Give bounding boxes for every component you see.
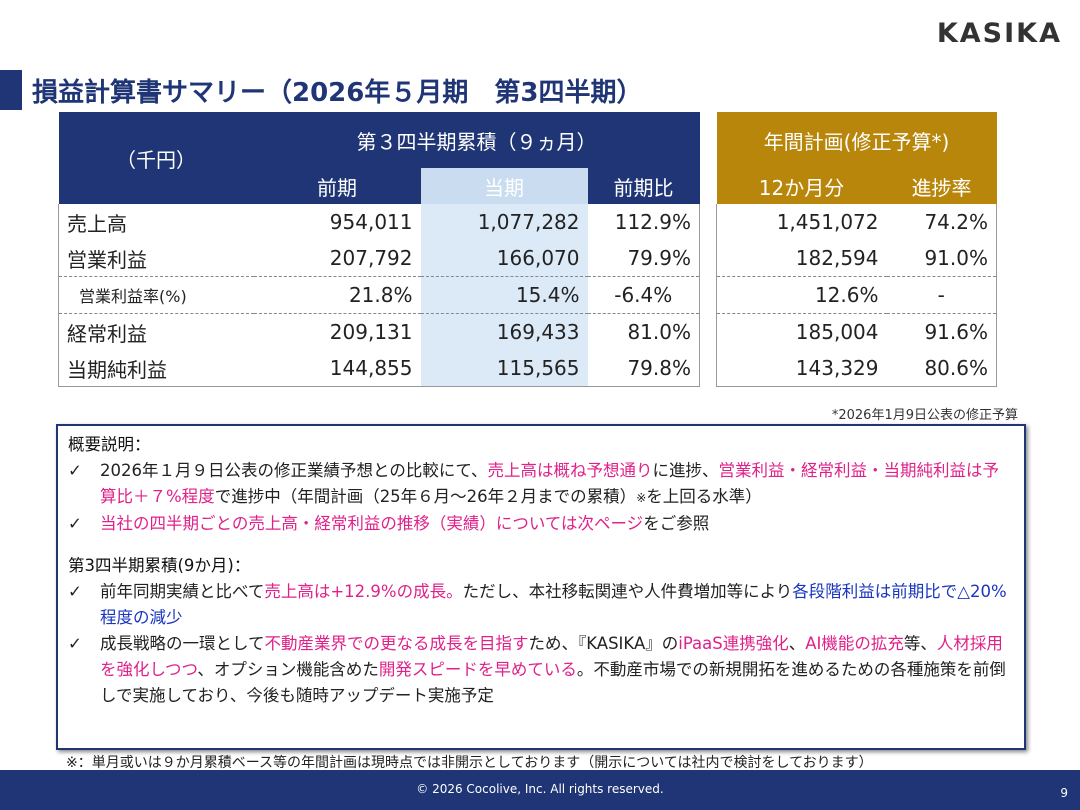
page-number: 9: [1060, 786, 1068, 800]
progress-value: 80.6%: [887, 350, 997, 387]
prev-value: 209,131: [254, 314, 421, 351]
curr-value: 169,433: [421, 314, 588, 351]
summary-bullet: ✓ 当社の四半期ごとの売上高・経常利益の推移（実績）については次ページをご参照: [58, 511, 1024, 537]
summary-bullet: ✓ 成長戦略の一環として不動産業界での更なる成長を目指すため、『KASIKA』の…: [58, 631, 1024, 709]
summary-heading: 概要説明：: [58, 432, 1024, 458]
group-plan-header: 年間計画(修正予算*): [717, 112, 997, 168]
summary-heading-cumulative: 第3四半期累積(9か月)：: [58, 553, 1024, 579]
copyright: © 2026 Cocolive, Inc. All rights reserve…: [0, 782, 1080, 796]
progress-value: 74.2%: [887, 204, 997, 240]
curr-value: 166,070: [421, 240, 588, 277]
revision-note: *2026年1月9日公表の修正予算: [832, 404, 1018, 423]
company-logo: KASIKA: [937, 18, 1062, 49]
progress-value: 91.0%: [887, 240, 997, 277]
ratio-value: -6.4%: [588, 277, 700, 314]
summary-bullet: ✓ 前年同期実績と比べて売上高は+12.9%の成長。ただし、本社移転関連や人件費…: [58, 579, 1024, 631]
curr-value: 115,565: [421, 350, 588, 387]
row-label: 営業利益: [59, 240, 254, 277]
row-label: 営業利益率(%): [59, 277, 254, 314]
summary-box: 概要説明： ✓ 2026年１月９日公表の修正業績予想との比較にて、売上高は概ね予…: [56, 424, 1026, 750]
footer: © 2026 Cocolive, Inc. All rights reserve…: [0, 770, 1080, 810]
ratio-value: 112.9%: [588, 204, 700, 240]
footnote: ※：単月或いは９か月累積ベース等の年間計画は現時点では非開示としております（開示…: [66, 752, 873, 772]
plan-value: 185,004: [717, 314, 887, 351]
title-accent-bar: [0, 70, 22, 110]
check-icon: ✓: [68, 579, 82, 605]
income-statement-table: （千円） 第３四半期累積（９ヵ月） 年間計画(修正予算*) 前期 当期 前期比 …: [58, 112, 997, 387]
ratio-value: 79.8%: [588, 350, 700, 387]
col-progress-header: 進捗率: [887, 168, 997, 204]
progress-value: 91.6%: [887, 314, 997, 351]
group-cumulative-header: 第３四半期累積（９ヵ月）: [254, 112, 700, 168]
plan-value: 12.6%: [717, 277, 887, 314]
ratio-value: 79.9%: [588, 240, 700, 277]
table-row: 営業利益率(%) 21.8% 15.4% -6.4% 12.6% -: [59, 277, 997, 314]
table-row: 当期純利益 144,855 115,565 79.8% 143,329 80.6…: [59, 350, 997, 387]
page-title: 損益計算書サマリー（2026年５月期 第3四半期）: [32, 72, 642, 109]
prev-value: 954,011: [254, 204, 421, 240]
curr-value: 1,077,282: [421, 204, 588, 240]
table-gap: [700, 112, 717, 204]
table-row: 売上高 954,011 1,077,282 112.9% 1,451,072 7…: [59, 204, 997, 240]
table-row: 経常利益 209,131 169,433 81.0% 185,004 91.6%: [59, 314, 997, 351]
curr-value: 15.4%: [421, 277, 588, 314]
plan-value: 1,451,072: [717, 204, 887, 240]
check-icon: ✓: [68, 631, 82, 657]
prev-value: 144,855: [254, 350, 421, 387]
col-prev-header: 前期: [254, 168, 421, 204]
summary-bullet: ✓ 2026年１月９日公表の修正業績予想との比較にて、売上高は概ね予想通りに進捗…: [58, 458, 1024, 511]
progress-value: -: [887, 277, 997, 314]
row-label: 経常利益: [59, 314, 254, 351]
prev-value: 207,792: [254, 240, 421, 277]
check-icon: ✓: [68, 511, 82, 537]
prev-value: 21.8%: [254, 277, 421, 314]
plan-value: 143,329: [717, 350, 887, 387]
col-curr-header: 当期: [421, 168, 588, 204]
row-label: 売上高: [59, 204, 254, 240]
row-label: 当期純利益: [59, 350, 254, 387]
col-12m-header: 12か月分: [717, 168, 887, 204]
table-row: 営業利益 207,792 166,070 79.9% 182,594 91.0%: [59, 240, 997, 277]
col-ratio-header: 前期比: [588, 168, 700, 204]
check-icon: ✓: [68, 458, 82, 484]
plan-value: 182,594: [717, 240, 887, 277]
ratio-value: 81.0%: [588, 314, 700, 351]
unit-label: （千円）: [59, 112, 254, 204]
